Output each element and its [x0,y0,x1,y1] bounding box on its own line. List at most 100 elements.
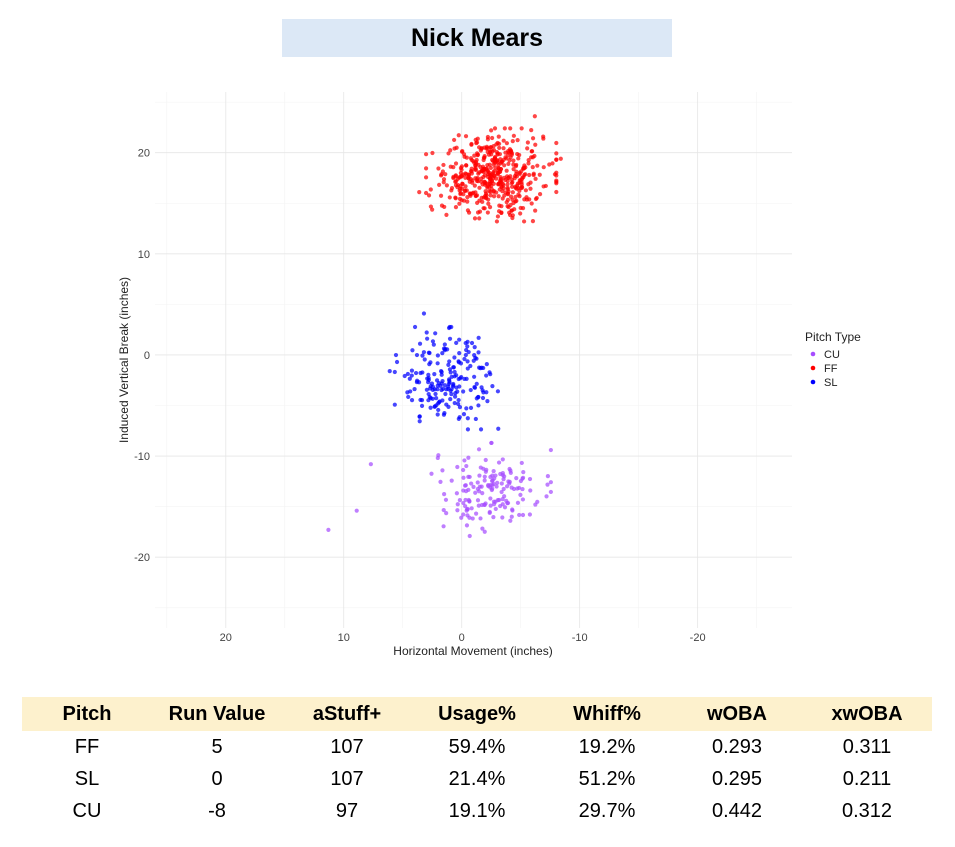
point-cu [548,489,553,495]
point-ff [466,210,472,215]
point-ff [459,149,465,154]
point-cu [496,497,502,503]
point-ff [501,146,506,151]
point-ff [477,185,482,190]
point-sl [430,339,436,344]
point-ff [472,183,477,188]
point-cu [354,508,359,513]
point-ff [523,172,528,177]
point-cu [429,471,434,476]
point-sl [414,379,420,385]
point-ff [472,216,478,221]
point-sl [441,386,446,392]
point-ff [500,159,505,164]
point-cu [449,478,454,483]
x-axis-label: Horizontal Movement (inches) [393,644,552,658]
point-ff [447,195,452,200]
table-row: SL 0 107 21.4% 51.2% 0.295 0.211 [22,763,932,795]
data-points [326,114,563,539]
cell-usage: 19.1% [448,799,506,822]
cell-woba: 0.442 [711,799,763,822]
point-cu [515,500,521,505]
point-ff [471,159,476,164]
point-ff [521,219,527,224]
point-ff [510,190,515,195]
point-cu [499,489,504,495]
point-cu [527,476,533,482]
point-sl [495,389,501,394]
cell-woba: 0.295 [711,767,763,790]
point-ff [503,155,508,160]
point-ff [463,184,468,189]
point-ff [526,161,531,166]
point-sl [425,376,430,381]
point-sl [476,403,481,408]
point-cu [519,460,524,466]
point-cu [461,467,466,473]
point-sl [448,397,453,402]
point-ff [487,205,493,210]
point-ff [492,126,498,131]
point-ff [525,140,530,145]
point-cu [488,496,493,501]
point-cu [514,476,519,481]
point-sl [429,381,435,386]
point-ff [504,141,509,146]
point-ff [517,194,522,199]
grid-minor [155,92,792,628]
point-ff [449,186,455,191]
point-cu [494,484,499,489]
point-sl [457,415,462,420]
point-ff [456,133,461,138]
point-ff [479,179,484,184]
point-ff [502,126,507,131]
point-ff [452,137,457,143]
point-cu [520,497,526,502]
point-sl [453,391,458,396]
point-cu [510,507,515,512]
point-sl [431,342,436,347]
point-cu [455,508,460,513]
point-cu [459,515,464,520]
point-ff [494,219,500,224]
point-ff [495,140,500,146]
point-sl [496,426,501,431]
point-ff [436,166,441,171]
point-sl [420,353,425,358]
point-cu [476,503,481,508]
point-ff [476,162,481,167]
point-ff [497,145,502,150]
point-sl [473,416,478,422]
point-sl [434,396,439,401]
point-sl [451,365,456,370]
point-ff [509,177,514,182]
point-ff [488,165,493,171]
y-tick-label: 10 [138,249,150,261]
point-sl [452,355,457,360]
point-cu [463,497,468,503]
point-ff [477,145,482,150]
point-sl [409,373,414,378]
point-ff [469,171,474,176]
point-ff [541,165,546,170]
point-ff [484,181,489,186]
cell-usage: 59.4% [448,735,506,758]
point-cu [438,479,443,484]
point-ff [455,176,460,182]
point-sl [452,400,457,406]
point-ff [498,177,504,182]
point-ff [513,184,518,189]
point-ff [509,181,514,186]
point-ff [529,149,534,154]
point-cu [470,516,475,521]
point-sl [465,427,471,432]
point-ff [537,192,543,197]
point-ff [448,164,453,169]
point-ff [516,156,521,161]
point-ff [502,193,507,198]
point-sl [433,391,438,397]
point-ff [528,180,533,185]
point-sl [462,356,467,362]
point-ff [468,156,473,161]
point-cu [466,487,471,492]
